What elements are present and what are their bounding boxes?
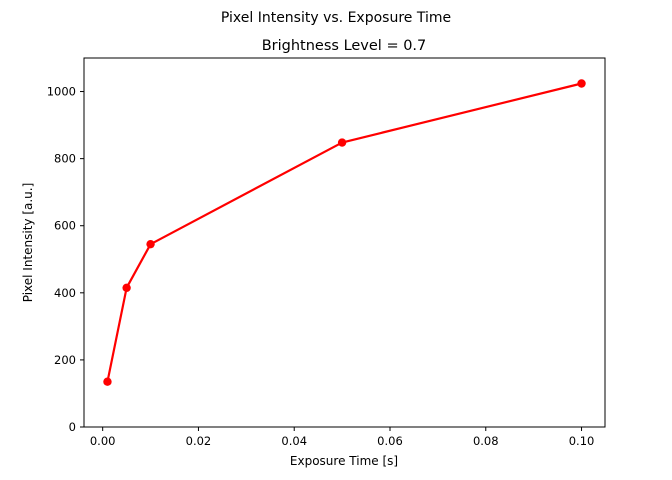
x-tick-label: 0.02	[186, 434, 212, 448]
x-tick-label: 0.06	[377, 434, 403, 448]
plot-area-frame	[83, 57, 606, 428]
series-layer	[103, 79, 586, 386]
y-tick-label: 600	[54, 219, 76, 233]
data-point	[337, 138, 347, 147]
x-tick-label: 0.10	[569, 434, 595, 448]
y-tick-label: 400	[54, 286, 76, 300]
y-tick-label: 1000	[47, 85, 76, 99]
y-axis-label: Pixel Intensity [a.u.]	[21, 183, 35, 303]
x-tick-label: 0.04	[281, 434, 307, 448]
x-axis-label: Exposure Time [s]	[290, 454, 398, 468]
data-point	[103, 377, 112, 386]
data-point	[146, 239, 155, 249]
chart-suptitle: Pixel Intensity vs. Exposure Time	[221, 10, 451, 26]
y-tick-label: 800	[54, 152, 76, 166]
y-tick-label: 200	[54, 353, 76, 367]
ticks-layer: 0.00 0.02 0.04 0.06 0.08 0.10 0 200 400 600 800 100…	[47, 85, 595, 448]
data-point	[577, 79, 586, 88]
chart-title: Brightness Level = 0.7	[262, 38, 427, 54]
x-tick-label: 0.00	[90, 434, 116, 448]
series-line	[106, 82, 582, 382]
data-point	[122, 283, 131, 292]
y-tick-label: 0	[69, 420, 76, 434]
x-tick-label: 0.08	[473, 434, 499, 448]
